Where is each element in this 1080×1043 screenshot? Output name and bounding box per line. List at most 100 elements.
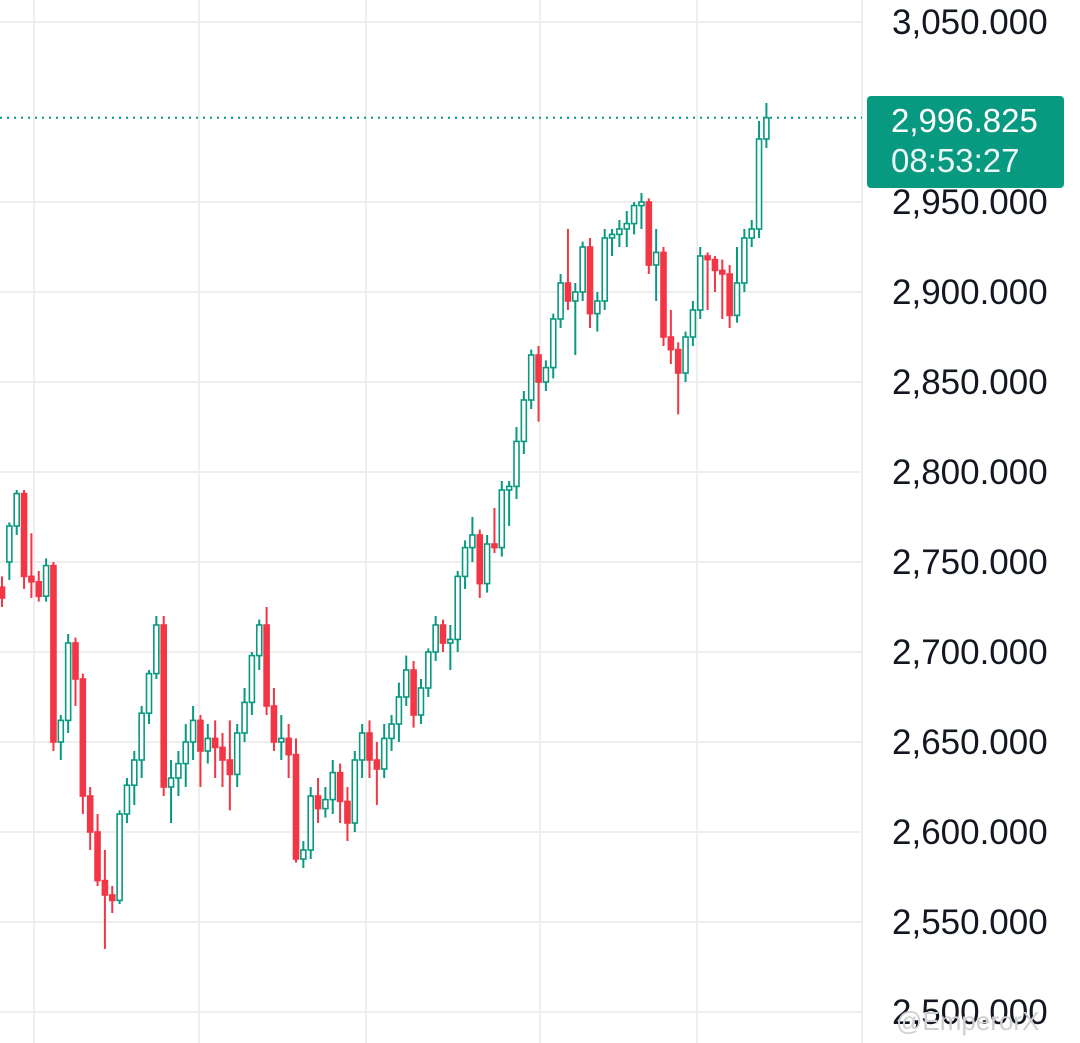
candle-body — [153, 624, 160, 675]
candle-body — [696, 255, 704, 311]
candle-bearish — [366, 720, 373, 778]
candle-body — [601, 237, 609, 302]
candle-bullish — [153, 616, 160, 679]
candle-bearish — [476, 529, 484, 598]
candle-body — [660, 251, 667, 338]
candle-bullish — [131, 751, 138, 805]
candle-bullish — [748, 220, 756, 247]
candle-body — [64, 642, 72, 722]
candle-bearish — [674, 342, 682, 415]
candle-bearish — [86, 787, 94, 850]
candle-bearish — [336, 763, 344, 823]
candle-bullish — [579, 241, 586, 301]
candle-body — [35, 580, 43, 597]
candle-body — [336, 771, 344, 803]
candle-bullish — [616, 220, 623, 247]
candle-bullish — [733, 247, 741, 323]
candle-bullish — [138, 706, 145, 778]
candle-body — [314, 795, 322, 810]
candle-body — [616, 228, 623, 236]
candle-body — [608, 233, 616, 239]
candle-bullish — [513, 427, 520, 499]
candle-body — [0, 586, 6, 599]
candle-body — [116, 813, 123, 902]
candle-bearish — [726, 265, 733, 328]
candle-bullish — [689, 301, 697, 346]
candle-body — [380, 737, 388, 770]
candle-bullish — [189, 706, 197, 760]
candle-bullish — [329, 760, 337, 814]
candle-body — [94, 831, 101, 882]
candle-bearish — [711, 256, 719, 292]
candle-body — [763, 116, 770, 140]
candle-bullish — [469, 517, 476, 562]
candle-bullish — [57, 715, 65, 760]
candle-bullish — [741, 229, 748, 292]
candle-bullish — [167, 760, 175, 823]
candle-bullish — [241, 688, 248, 742]
candle-body — [718, 269, 726, 275]
candle-bullish — [123, 778, 131, 823]
candle-body — [623, 222, 631, 230]
candle-body — [594, 300, 601, 315]
candle-bullish — [351, 751, 359, 832]
y-axis-tick-label: 2,500.000 — [892, 993, 1048, 1032]
candle-bullish — [682, 331, 689, 382]
candle-body — [285, 737, 292, 756]
candle-bullish — [64, 634, 72, 733]
candle-body — [667, 336, 675, 351]
candle-bullish — [417, 679, 425, 724]
candle-body — [630, 204, 638, 225]
candle-body — [410, 669, 417, 716]
candle-body — [86, 795, 94, 833]
candle-body — [682, 336, 689, 374]
candle-body — [72, 642, 79, 680]
candle-bullish — [696, 247, 704, 319]
y-axis-tick-label: 2,750.000 — [892, 543, 1048, 582]
candle-bullish — [557, 274, 564, 328]
candle-body — [138, 712, 145, 761]
candle-body — [160, 624, 167, 788]
candle-body — [674, 348, 682, 374]
candle-bullish — [549, 313, 557, 379]
candle-body — [358, 732, 366, 761]
candle-bullish — [763, 103, 770, 148]
candle-bullish — [380, 724, 388, 778]
candle-body — [6, 525, 13, 563]
candle-bullish — [432, 616, 439, 661]
candle-body — [476, 534, 484, 585]
candle-bearish — [660, 247, 667, 346]
candle-bullish — [630, 202, 638, 235]
candle-bullish — [638, 193, 645, 229]
candle-bullish — [145, 670, 153, 724]
candle-body — [373, 759, 381, 770]
candle-body — [13, 492, 20, 527]
candle-body — [233, 732, 241, 776]
candle-body — [483, 543, 491, 585]
candle-body — [564, 282, 572, 302]
candle-bullish — [454, 571, 462, 652]
candle-body — [491, 543, 498, 549]
candle-body — [131, 759, 138, 787]
candle-body — [469, 534, 476, 549]
y-axis-tick-label: 2,550.000 — [892, 903, 1048, 942]
candle-body — [689, 309, 697, 338]
candle-bullish — [307, 787, 315, 859]
candle-body — [424, 651, 432, 689]
candle-bearish — [263, 607, 270, 715]
candle-body — [520, 399, 528, 443]
candle-body — [461, 546, 469, 578]
candle-body — [175, 762, 182, 779]
candle-bullish — [608, 229, 616, 256]
candle-bearish — [20, 490, 28, 589]
candle-body — [28, 575, 35, 583]
candle-bearish — [439, 619, 447, 652]
candle-body — [439, 624, 447, 644]
watermark: @EmperorX — [896, 1006, 1040, 1036]
candle-body — [322, 798, 329, 810]
candle-body — [366, 732, 373, 761]
candle-body — [755, 138, 763, 230]
last-price-label: 2,996.825 — [891, 102, 1038, 139]
